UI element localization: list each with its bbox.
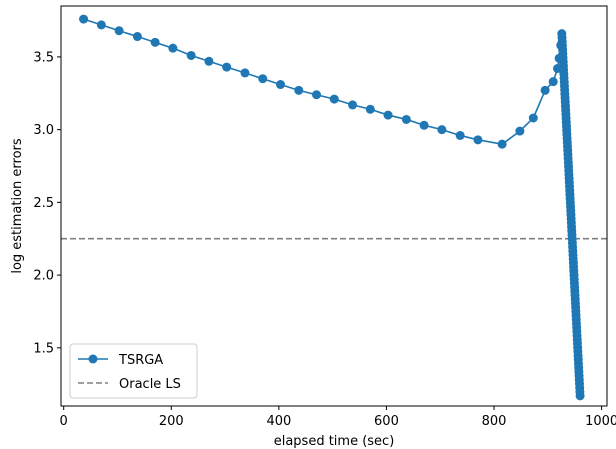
tsrga-point [528, 113, 538, 123]
x-axis-label: elapsed time (sec) [274, 434, 395, 449]
x-axis-ticks: 0 200 400 600 800 1000 [60, 406, 616, 429]
tsrga-point [575, 391, 585, 401]
legend-tsrga-marker [88, 354, 98, 364]
tsrga-point [240, 68, 250, 78]
tsrga-point [437, 125, 447, 135]
tsrga-point [168, 43, 178, 53]
legend: TSRGA Oracle LS [69, 343, 198, 399]
tsrga-point [419, 120, 429, 130]
tsrga-point [348, 100, 358, 110]
tsrga-point [186, 50, 196, 60]
x-tick-label: 1000 [585, 414, 616, 429]
tsrga-point [258, 74, 268, 84]
tsrga-point [497, 139, 507, 149]
tsrga-point [515, 126, 525, 136]
tsrga-point [204, 56, 214, 66]
tsrga-point [383, 110, 393, 120]
legend-tsrga-label: TSRGA [118, 353, 163, 368]
plot-area [61, 14, 607, 401]
tsrga-point [540, 85, 550, 95]
y-tick-label: 2.0 [33, 269, 54, 284]
tsrga-point [132, 32, 142, 42]
x-tick-label: 400 [266, 414, 291, 429]
tsrga-point [312, 90, 322, 100]
y-tick-label: 3.5 [33, 50, 54, 65]
y-tick-label: 3.0 [33, 123, 54, 138]
legend-oracle-label: Oracle LS [119, 377, 181, 392]
y-axis-ticks: 1.5 2.0 2.5 3.0 3.5 [33, 50, 61, 356]
legend-box [69, 343, 198, 399]
tsrga-point [222, 62, 232, 72]
tsrga-point [473, 135, 483, 145]
tsrga-point [79, 14, 89, 24]
tsrga-point [294, 85, 304, 95]
tsrga-point [365, 104, 375, 114]
tsrga-point [401, 114, 411, 124]
tsrga-point [329, 94, 339, 104]
x-tick-label: 600 [374, 414, 399, 429]
tsrga-point [150, 37, 160, 47]
y-tick-label: 2.5 [33, 196, 54, 211]
tsrga-point [96, 20, 106, 30]
x-tick-label: 200 [159, 414, 184, 429]
y-axis-label: log estimation errors [10, 138, 25, 274]
y-tick-label: 1.5 [33, 341, 54, 356]
x-tick-label: 800 [482, 414, 507, 429]
tsrga-point [455, 130, 465, 140]
x-tick-label: 0 [60, 414, 68, 429]
plot-frame [60, 5, 608, 407]
tsrga-point [548, 77, 558, 87]
tsrga-point [275, 80, 285, 90]
tsrga-point [114, 26, 124, 36]
